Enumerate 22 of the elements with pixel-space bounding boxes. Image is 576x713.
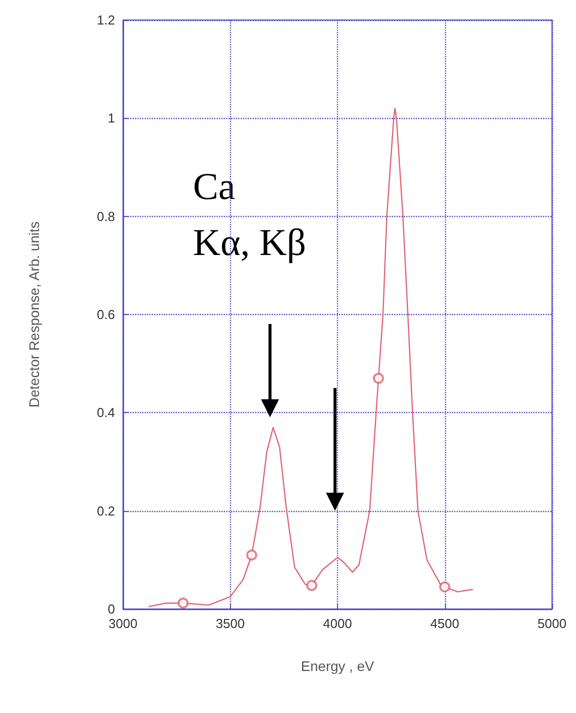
- point: [178, 598, 189, 609]
- y-tick-label: 1: [108, 110, 115, 126]
- x-tick-label: 3000: [108, 616, 138, 631]
- line-series: [148, 108, 474, 608]
- y-tick-label: 0.8: [96, 208, 115, 224]
- y-tick-label: 0: [108, 602, 115, 616]
- annotation: Kα, Kβ: [193, 222, 306, 264]
- point: [439, 581, 450, 592]
- x-tick-label: 4500: [430, 616, 460, 631]
- x-tick-label: 3500: [216, 616, 245, 631]
- y-tick-label: 0.4: [96, 405, 115, 420]
- y-axis-title: Detector Response, Arb. units: [26, 222, 42, 408]
- y-tick-label: 0.6: [96, 307, 115, 322]
- point: [246, 550, 258, 561]
- point: [372, 372, 384, 384]
- annotation: Ca: [193, 166, 236, 208]
- x-tick-label: 4000: [323, 616, 352, 631]
- y-tick-label: 0.2: [96, 503, 115, 518]
- x-tick-label: 5000: [538, 616, 566, 631]
- point: [306, 580, 318, 591]
- x-axis-title: Energy , eV: [300, 658, 375, 674]
- y-tick-label: 1.2: [96, 12, 115, 28]
